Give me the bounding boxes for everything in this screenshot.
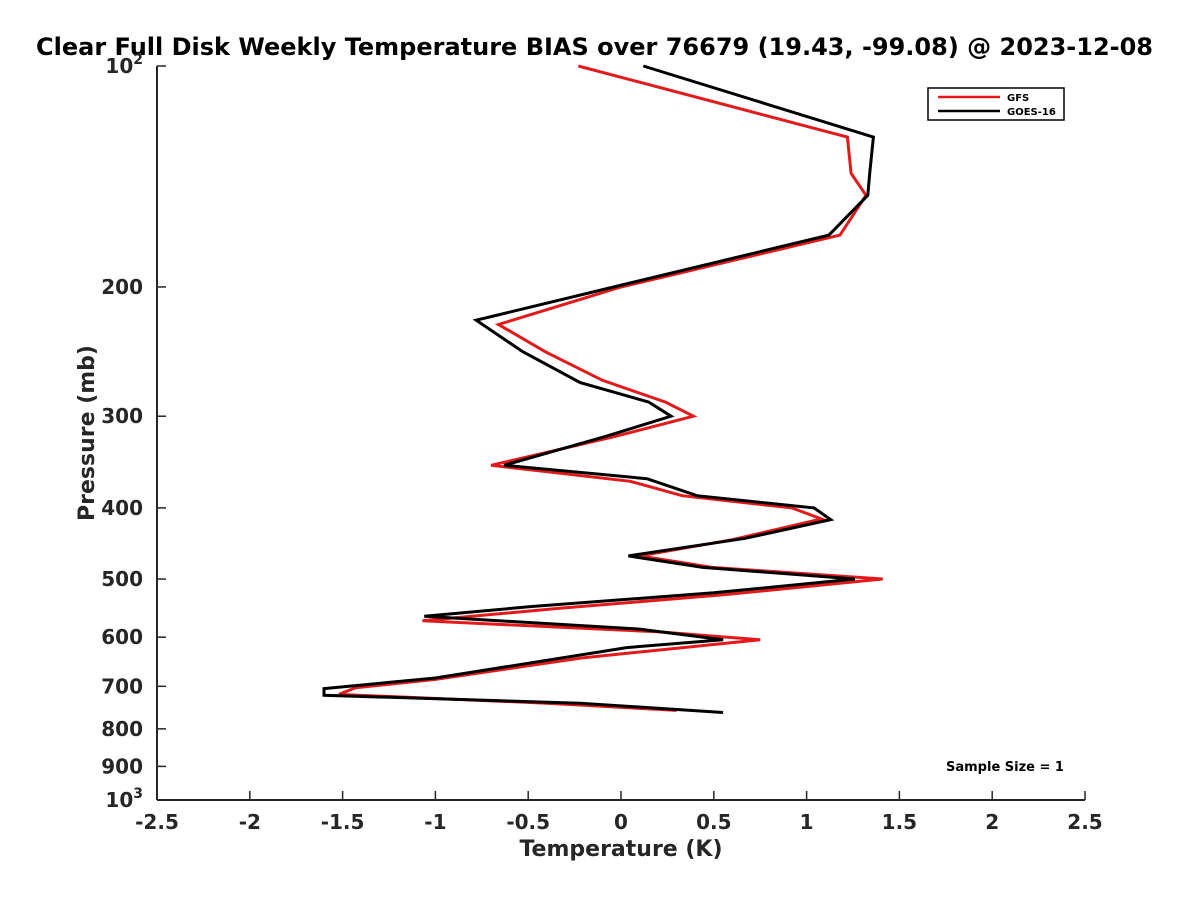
legend-label-goes16: GOES-16 [1007,107,1056,118]
x-tick-label: -2.5 [135,810,179,834]
series-layer [322,64,883,714]
x-tick-label: -1 [424,810,446,834]
y-tick-label-base: 10 [105,788,133,812]
x-tick-label: 2.5 [1067,810,1102,834]
series-line-goes16 [322,64,876,714]
x-tick-label: 0.5 [696,810,731,834]
x-tick-label: -2 [239,810,261,834]
x-axis-label: Temperature (K) [519,837,722,862]
y-tick-label-base: 10 [105,54,133,78]
x-ticks: -2.5 -2 -1.5 -1 -0.5 0 0.5 1 1.5 2 2.5 [135,791,1103,834]
x-tick-label: 2 [985,810,999,834]
y-tick-label: 103 [105,786,143,812]
sample-size-annotation: Sample Size = 1 [946,760,1064,775]
y-tick-label: 102 [105,52,143,78]
y-tick-label: 300 [101,404,143,428]
x-tick-label: -0.5 [506,810,550,834]
x-tick-label: 1.5 [882,810,917,834]
y-tick-label: 400 [101,496,143,520]
y-tick-label: 700 [101,674,143,698]
y-tick-label: 200 [101,275,143,299]
legend-label-gfs: GFS [1007,93,1029,104]
x-tick-label: -1.5 [321,810,365,834]
y-tick-label-exponent: 2 [133,52,143,68]
y-tick-label: 500 [101,567,143,591]
legend: GFS GOES-16 [927,87,1065,121]
y-tick-label-exponent: 3 [133,786,143,802]
y-tick-label: 600 [101,625,143,649]
y-axis-label: Pressure (mb) [75,345,100,521]
y-tick-label: 800 [101,717,143,741]
legend-box [927,87,1065,121]
x-tick-label: 0 [614,810,628,834]
series-line-gfs [338,64,883,712]
x-tick-label: 1 [800,810,814,834]
y-tick-label: 900 [101,754,143,778]
chart-title: Clear Full Disk Weekly Temperature BIAS … [36,33,1153,61]
